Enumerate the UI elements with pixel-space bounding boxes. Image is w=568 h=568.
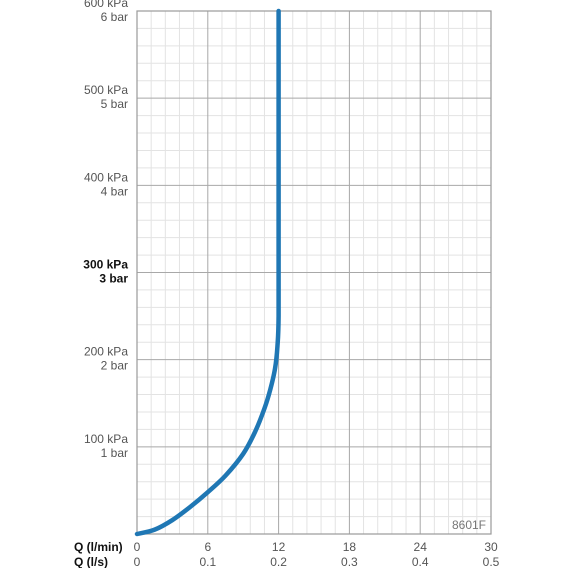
x-tick-label-ls: 0 <box>134 555 141 568</box>
plot-frame <box>136 10 492 535</box>
y-tick-label-kpa: 400 kPa <box>84 170 128 184</box>
x-tick-label-lmin: 6 <box>204 540 211 554</box>
chart-code-label: 8601F <box>452 518 486 532</box>
x-tick-label-lmin: 24 <box>414 540 428 554</box>
x-tick-label-ls: 0.2 <box>270 555 287 568</box>
y-tick-label-bar: 5 bar <box>101 97 128 111</box>
series-layer <box>134 8 281 537</box>
x-tick-label-lmin: 18 <box>343 540 357 554</box>
y-tick-label-kpa: 100 kPa <box>84 432 128 446</box>
x-tick-label-lmin: 0 <box>134 540 141 554</box>
x-tick-label-lmin: 30 <box>484 540 498 554</box>
x-tick-label-ls: 0.5 <box>483 555 500 568</box>
x-tick-label-ls: 0.3 <box>341 555 358 568</box>
series-line <box>134 8 281 537</box>
y-tick-label-bar: 6 bar <box>101 10 128 24</box>
y-tick-label-bar: 1 bar <box>101 446 128 460</box>
y-tick-label-kpa: 200 kPa <box>84 345 128 359</box>
x-tick-label-ls: 0.4 <box>412 555 429 568</box>
y-tick-label-kpa: 600 kPa <box>84 0 128 10</box>
y-tick-label-bar: 4 bar <box>101 184 128 198</box>
y-tick-label-bar: 3 bar <box>99 272 128 286</box>
x-axis-secondary-label: Q (l/s) <box>74 555 108 568</box>
x-axis-tick-labels: 00 60.1 120.2 180.3 240.4 300.5 <box>134 540 500 568</box>
x-axis-primary-label: Q (l/min) <box>74 540 123 554</box>
x-tick-label-ls: 0.1 <box>199 555 216 568</box>
x-tick-label-lmin: 12 <box>272 540 286 554</box>
y-tick-label-kpa: 500 kPa <box>84 83 128 97</box>
y-tick-label-bar: 2 bar <box>101 359 128 373</box>
y-tick-label-kpa: 300 kPa <box>83 258 128 272</box>
